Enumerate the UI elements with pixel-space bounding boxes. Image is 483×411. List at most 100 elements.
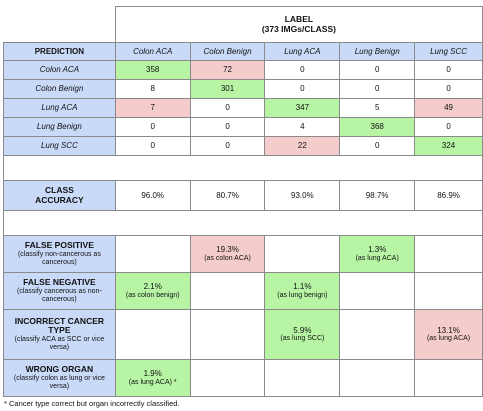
cell-value: 0: [114, 136, 191, 156]
error-cell: [189, 309, 266, 360]
error-cell: [114, 235, 191, 273]
cell-value: 0: [339, 136, 416, 156]
error-cell: [414, 359, 483, 397]
error-desc: (classify colon as lung or vice versa): [13, 374, 105, 390]
row-header-colon-benign: Colon Benign: [3, 79, 116, 99]
cell-value: 22: [264, 136, 341, 156]
error-cell: [414, 272, 483, 310]
error-note: (as colon ACA): [204, 254, 251, 262]
error-pct: 1.1%: [293, 282, 312, 292]
accuracy-value: 98.7%: [339, 180, 416, 211]
accuracy-value: 96.0%: [114, 180, 191, 211]
accuracy-value: 80.7%: [189, 180, 266, 211]
error-note: (as lung benign): [277, 291, 328, 299]
error-pct: 2.1%: [143, 282, 162, 292]
cell-value: 324: [414, 136, 483, 156]
error-title: INCORRECT CANCER TYPE: [14, 315, 105, 336]
accuracy-value: 86.9%: [414, 180, 483, 211]
error-note: (as colon benign): [125, 291, 180, 299]
label-title: LABEL: [284, 13, 314, 24]
cell-value: 49: [414, 98, 483, 118]
table-row: Lung SCC 0 0 22 0 324: [3, 136, 483, 156]
cell-value: 7: [114, 98, 191, 118]
col-header-colon-aca: Colon ACA: [114, 42, 191, 61]
prediction-header: PREDICTION: [3, 42, 116, 61]
spacer-row: [3, 155, 483, 181]
error-cell: 1.9% (as lung ACA) *: [114, 359, 191, 397]
cell-value: 358: [114, 60, 191, 80]
label-subtitle: (373 IMGs/CLASS): [261, 23, 336, 34]
col-header-lung-scc: Lung SCC: [414, 42, 483, 61]
error-row-false-positive: FALSE POSITIVE (classify non-cancerous a…: [3, 235, 483, 273]
error-label: FALSE NEGATIVE (classify cancerous as no…: [3, 272, 116, 310]
error-cell: 1.3% (as lung ACA): [339, 235, 416, 273]
error-cell: [414, 235, 483, 273]
error-cell: [339, 272, 416, 310]
cell-value: 0: [339, 60, 416, 80]
error-cell: 19.3% (as colon ACA): [189, 235, 266, 273]
error-desc: (classify cancerous as non-cancerous): [16, 287, 102, 303]
error-note: (as lung ACA) *: [128, 378, 177, 386]
row-header-lung-aca: Lung ACA: [3, 98, 116, 118]
label-header: LABEL (373 IMGs/CLASS): [114, 6, 483, 43]
error-row-wrong-organ: WRONG ORGAN (classify colon as lung or v…: [3, 359, 483, 397]
error-note: (as lung SCC): [280, 335, 325, 343]
error-cell: [264, 359, 341, 397]
error-cell: 2.1% (as colon benign): [114, 272, 191, 310]
error-cell: [114, 309, 191, 360]
error-row-incorrect-cancer-type: INCORRECT CANCER TYPE (classify ACA as S…: [3, 309, 483, 360]
cell-value: 5: [339, 98, 416, 118]
error-title: FALSE NEGATIVE: [23, 277, 96, 288]
error-label: INCORRECT CANCER TYPE (classify ACA as S…: [3, 309, 116, 360]
col-header-lung-aca: Lung ACA: [264, 42, 341, 61]
cell-value: 347: [264, 98, 341, 118]
spacer: [3, 210, 483, 236]
error-cell: [339, 309, 416, 360]
spacer-row: [3, 210, 483, 236]
error-cell: 5.9% (as lung SCC): [264, 309, 341, 360]
error-row-false-negative: FALSE NEGATIVE (classify cancerous as no…: [3, 272, 483, 310]
error-note: (as lung ACA): [355, 254, 399, 262]
cell-value: 0: [189, 136, 266, 156]
table-row: Colon Benign 8 301 0 0 0: [3, 79, 483, 99]
cell-value: 368: [339, 117, 416, 137]
error-label: FALSE POSITIVE (classify non-cancerous a…: [3, 235, 116, 273]
cell-value: 301: [189, 79, 266, 99]
error-note: (as lung ACA): [426, 335, 471, 343]
cell-value: 0: [114, 117, 191, 137]
cell-value: 8: [114, 79, 191, 99]
table-row: Colon ACA 358 72 0 0 0: [3, 60, 483, 80]
cell-value: 0: [414, 117, 483, 137]
error-desc: (classify non-cancerous as cancerous): [17, 250, 101, 266]
cell-value: 0: [264, 79, 341, 99]
row-header-lung-benign: Lung Benign: [3, 117, 116, 137]
accuracy-value: 93.0%: [264, 180, 341, 211]
cell-value: 4: [264, 117, 341, 137]
blank-corner: [3, 6, 116, 43]
table-row: Lung Benign 0 0 4 368 0: [3, 117, 483, 137]
error-pct: 1.3%: [368, 245, 387, 255]
error-desc: (classify ACA as SCC or vice versa): [14, 336, 105, 352]
error-title: FALSE POSITIVE: [24, 240, 94, 251]
table-row: Lung ACA 7 0 347 5 49: [3, 98, 483, 118]
col-header-colon-benign: Colon Benign: [189, 42, 266, 61]
error-title: WRONG ORGAN: [25, 364, 94, 375]
row-header-lung-scc: Lung SCC: [3, 136, 116, 156]
error-pct: 5.9%: [293, 325, 312, 335]
class-accuracy-label: CLASS ACCURACY: [3, 180, 116, 211]
results-table: LABEL (373 IMGs/CLASS) PREDICTION Colon …: [3, 6, 483, 397]
error-cell: 1.1% (as lung benign): [264, 272, 341, 310]
row-header-colon-aca: Colon ACA: [3, 60, 116, 80]
cell-value: 0: [414, 60, 483, 80]
cell-value: 0: [264, 60, 341, 80]
error-pct: 19.3%: [216, 245, 239, 255]
cell-value: 72: [189, 60, 266, 80]
error-cell: [189, 359, 266, 397]
error-cell: [264, 235, 341, 273]
error-cell: 13.1% (as lung ACA): [414, 309, 483, 360]
class-accuracy-row: CLASS ACCURACY 96.0% 80.7% 93.0% 98.7% 8…: [3, 180, 483, 211]
error-pct: 1.9%: [143, 369, 162, 379]
col-header-lung-benign: Lung Benign: [339, 42, 416, 61]
footnote: * Cancer type correct but organ incorrec…: [4, 399, 180, 408]
error-pct: 13.1%: [437, 325, 460, 335]
